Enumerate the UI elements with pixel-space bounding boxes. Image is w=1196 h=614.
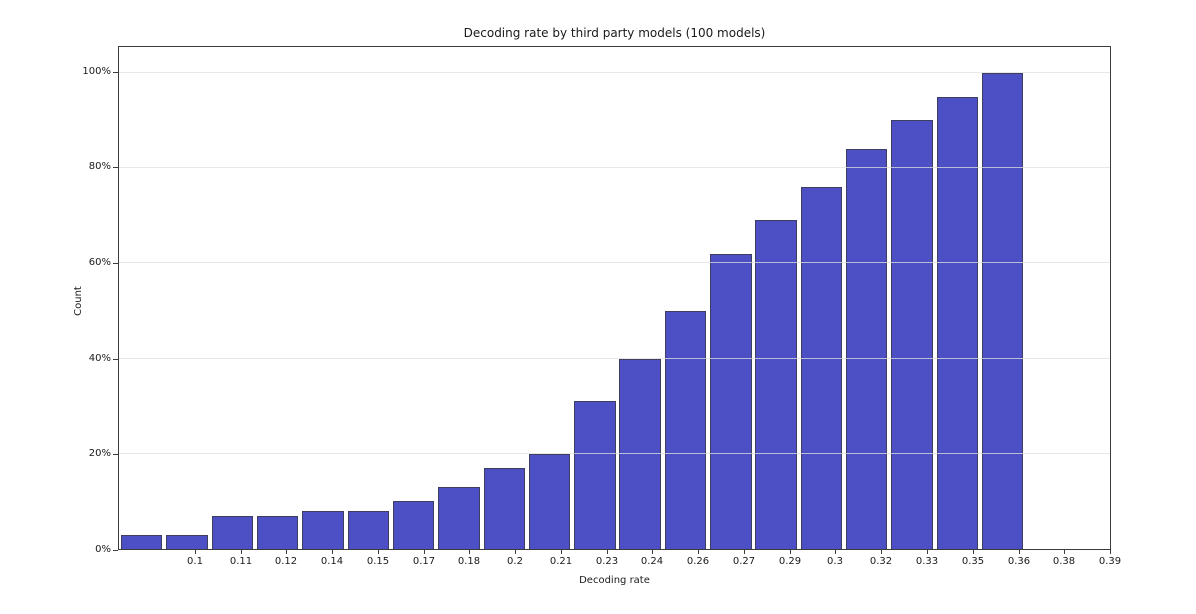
- bar: [664, 310, 707, 549]
- plot-area: [118, 46, 1111, 550]
- x-tick-label: 0.11: [229, 556, 253, 567]
- x-tick-mark: [1110, 550, 1111, 554]
- x-tick-mark: [378, 550, 379, 554]
- x-tick-mark: [652, 550, 653, 554]
- bar: [483, 468, 525, 549]
- chart-title: Decoding rate by third party models (100…: [463, 26, 766, 40]
- x-tick-label: 0.26: [686, 556, 710, 567]
- y-tick-label: 100%: [82, 66, 111, 77]
- y-tick-mark: [113, 72, 118, 73]
- bar: [347, 510, 389, 549]
- bar: [574, 401, 616, 549]
- x-tick-label: 0.24: [640, 556, 664, 567]
- x-tick-label: 0.15: [366, 556, 390, 567]
- bar: [936, 96, 979, 549]
- bar: [438, 487, 480, 549]
- x-tick-label: 0.1: [187, 556, 203, 567]
- x-axis-label: Decoding rate: [579, 575, 650, 586]
- y-tick-mark: [113, 359, 118, 360]
- x-tick-label: 0.3: [827, 556, 843, 567]
- y-tick-label: 0%: [95, 544, 111, 555]
- x-tick-mark: [790, 550, 791, 554]
- bar: [211, 515, 254, 549]
- gridline: [119, 262, 1110, 264]
- x-tick-mark: [835, 550, 836, 554]
- x-tick-label: 0.27: [732, 556, 756, 567]
- bar: [528, 453, 571, 549]
- x-tick-label: 0.18: [457, 556, 481, 567]
- x-tick-mark: [607, 550, 608, 554]
- y-tick-mark: [113, 263, 118, 264]
- x-tick-mark: [744, 550, 745, 554]
- x-tick-label: 0.21: [549, 556, 573, 567]
- x-tick-label: 0.32: [869, 556, 893, 567]
- x-tick-label: 0.33: [915, 556, 939, 567]
- x-tick-mark: [195, 550, 196, 554]
- gridline: [119, 452, 1110, 454]
- bar: [846, 148, 888, 549]
- bar: [800, 187, 843, 549]
- x-tick-mark: [973, 550, 974, 554]
- x-tick-mark: [469, 550, 470, 554]
- x-tick-mark: [286, 550, 287, 554]
- y-tick-mark: [113, 167, 118, 168]
- x-tick-mark: [424, 550, 425, 554]
- y-tick-mark: [113, 550, 118, 551]
- bar: [982, 72, 1024, 549]
- bar: [755, 220, 797, 549]
- x-tick-label: 0.23: [595, 556, 619, 567]
- y-axis-label: Count: [73, 286, 84, 316]
- x-tick-mark: [241, 550, 242, 554]
- x-tick-label: 0.38: [1052, 556, 1076, 567]
- x-tick-label: 0.36: [1007, 556, 1031, 567]
- y-tick-mark: [113, 454, 118, 455]
- bar: [392, 501, 435, 549]
- y-tick-label: 80%: [88, 161, 111, 172]
- x-tick-mark: [515, 550, 516, 554]
- bar: [120, 534, 163, 549]
- gridline: [119, 71, 1110, 73]
- x-tick-label: 0.17: [412, 556, 436, 567]
- x-tick-mark: [332, 550, 333, 554]
- x-tick-mark: [698, 550, 699, 554]
- x-tick-mark: [927, 550, 928, 554]
- bar: [710, 253, 752, 549]
- bar: [302, 510, 344, 549]
- y-tick-label: 20%: [88, 448, 111, 459]
- x-tick-label: 0.12: [274, 556, 298, 567]
- bar: [891, 120, 933, 549]
- x-tick-mark: [1064, 550, 1065, 554]
- x-tick-label: 0.29: [778, 556, 802, 567]
- gridline: [119, 166, 1110, 168]
- x-tick-label: 0.14: [320, 556, 344, 567]
- bar: [256, 515, 299, 549]
- bar: [619, 358, 661, 549]
- gridline: [119, 357, 1110, 359]
- x-tick-mark: [561, 550, 562, 554]
- y-tick-label: 60%: [88, 257, 111, 268]
- x-tick-mark: [881, 550, 882, 554]
- x-tick-label: 0.35: [961, 556, 985, 567]
- bar: [166, 534, 208, 549]
- y-tick-label: 40%: [88, 353, 111, 364]
- x-tick-label: 0.39: [1098, 556, 1122, 567]
- x-tick-label: 0.2: [507, 556, 523, 567]
- x-tick-mark: [1019, 550, 1020, 554]
